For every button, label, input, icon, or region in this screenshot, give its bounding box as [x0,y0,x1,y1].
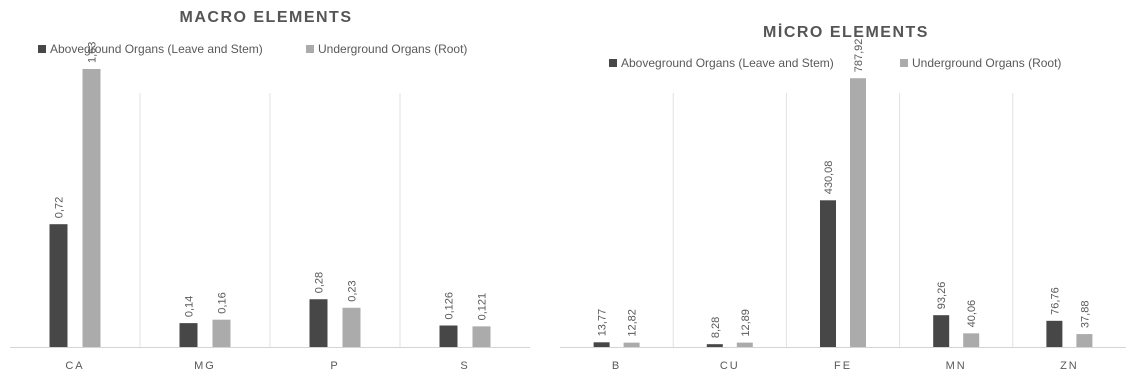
legend-swatch-aboveground [38,45,46,53]
data-label: 0,72 [54,197,66,218]
legend-label-underground: Underground Organs (Root) [318,42,467,56]
data-label: 13,77 [597,309,609,337]
data-label: 37,88 [1079,301,1091,329]
data-label: 1,63 [87,42,99,63]
data-label: 0,28 [314,272,326,293]
legend-label-underground: Underground Organs (Root) [912,56,1061,70]
bar-aboveground-s [439,325,458,347]
data-label: 0,14 [184,296,196,317]
bar-underground-ca [82,68,101,347]
data-label: 40,06 [966,300,978,328]
legend-label-aboveground: Aboveground Organs (Leave and Stem) [50,42,263,56]
data-label: 787,92 [853,39,865,73]
bar-aboveground-mg [179,323,198,347]
chart-macro-elements: MACRO ELEMENTS Aboveground Organs (Leave … [10,9,530,372]
x-tick-label: ZN [1060,360,1079,372]
data-label: 0,16 [217,292,229,313]
bar-aboveground-zn [1046,320,1063,347]
bar-underground-b [623,342,640,347]
bar-aboveground-mn [933,315,950,347]
x-tick-label: FE [834,360,852,372]
data-label: 12,82 [627,309,639,337]
bar-underground-mn [963,333,980,347]
data-label: 430,08 [823,161,835,195]
legend-swatch-aboveground [609,59,617,67]
data-label: 0,126 [444,292,456,320]
data-label: 12,89 [740,309,752,337]
data-label: 0,121 [476,293,488,321]
chart-title: MACRO ELEMENTS [180,9,353,26]
data-label: 93,26 [936,282,948,310]
bar-underground-zn [1076,334,1093,347]
x-tick-label: S [460,360,469,372]
legend-label-aboveground: Aboveground Organs (Leave and Stem) [621,56,834,70]
bar-underground-p [342,307,361,347]
legend-swatch-underground [306,45,314,53]
bar-underground-s [472,326,491,347]
x-tick-label: P [330,360,339,372]
x-tick-label: CA [65,360,84,372]
chart-micro-elements: MİCRO ELEMENTS Aboveground Organs (Leave … [560,23,1126,372]
x-tick-label: MN [946,360,967,372]
x-tick-label: CU [720,360,740,372]
data-label: 76,76 [1049,287,1061,315]
chart-title: MİCRO ELEMENTS [763,23,929,41]
data-label: 0,23 [347,280,359,301]
bar-underground-mg [212,319,231,347]
bar-aboveground-b [593,342,610,347]
bar-aboveground-fe [820,200,836,347]
x-tick-label: MG [194,360,216,372]
bar-underground-cu [736,342,753,347]
x-tick-label: B [612,360,621,372]
bar-underground-fe [850,78,866,347]
data-label: 8,28 [710,317,722,338]
bar-aboveground-ca [49,224,68,347]
bar-aboveground-cu [706,344,723,347]
legend-swatch-underground [900,59,908,67]
bar-aboveground-p [309,299,328,347]
